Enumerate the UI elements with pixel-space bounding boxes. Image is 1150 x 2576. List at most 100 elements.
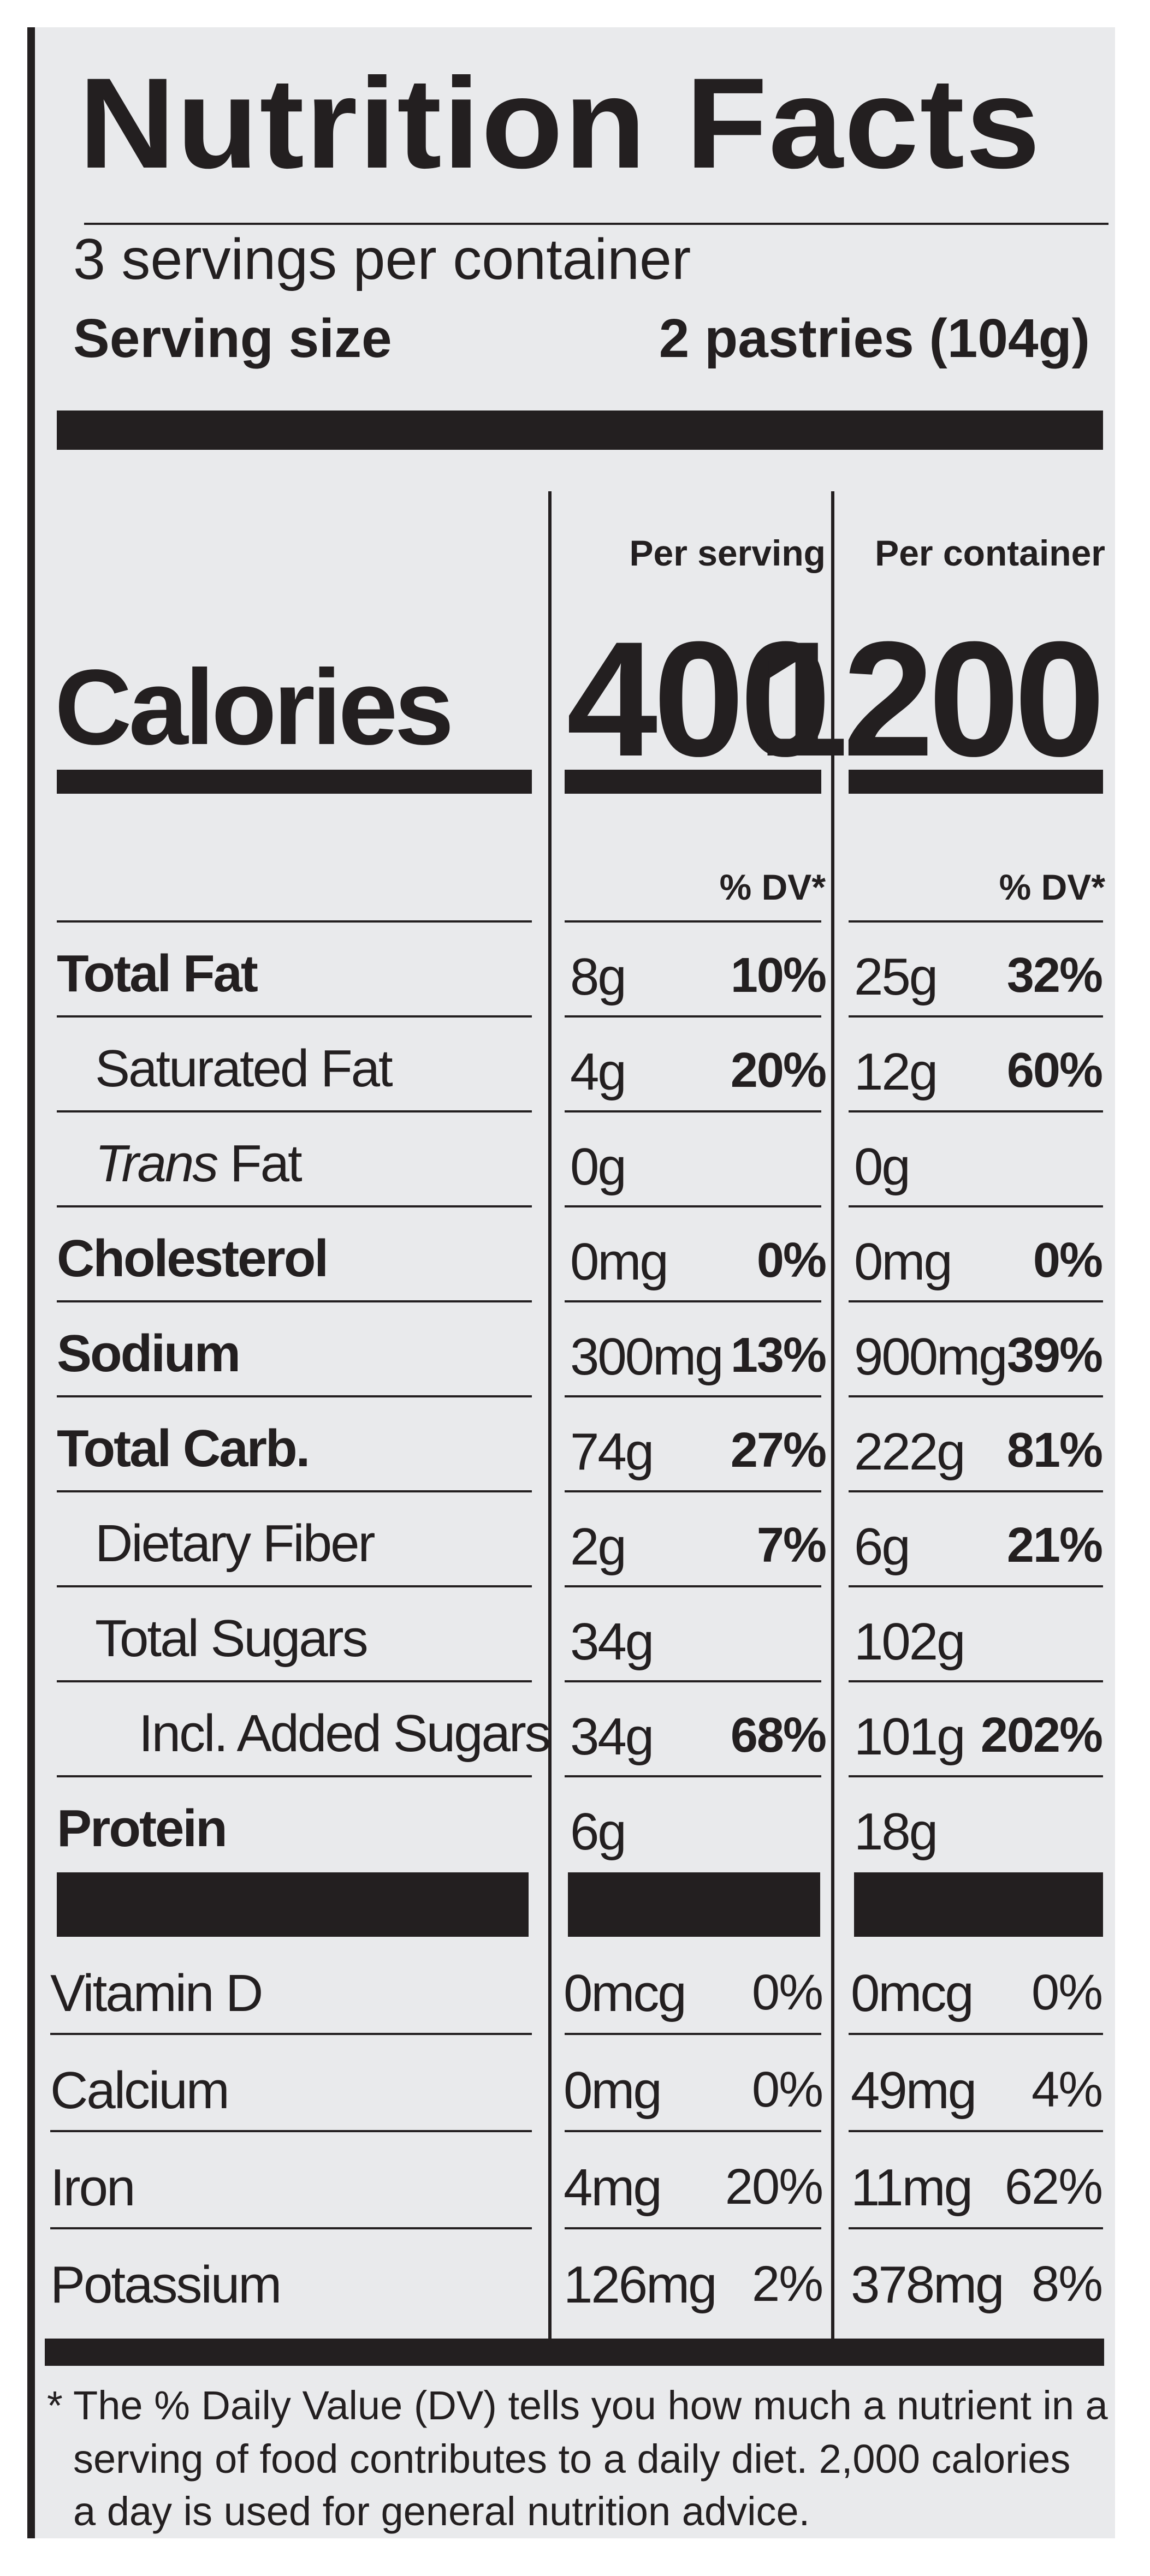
- serving-amount: 4mg: [564, 2158, 662, 2217]
- calories-label: Calories: [55, 647, 454, 767]
- serving-amount: 126mg: [564, 2256, 718, 2314]
- row-rule-serving: [565, 2130, 821, 2132]
- vitamin-divider-serving: [568, 1872, 820, 1937]
- column-divider-container: [831, 491, 834, 2340]
- row-rule-container: [849, 1015, 1103, 1018]
- serving-dv: 20%: [730, 1043, 827, 1098]
- row-rule-serving: [565, 1015, 821, 1018]
- per-serving-header: Per serving: [629, 533, 826, 573]
- serving-amount: 34g: [570, 1613, 654, 1671]
- nutrient-name-text: Total Sugars: [95, 1609, 369, 1668]
- serving-amount: 0mg: [570, 1233, 669, 1291]
- serving-amount: 4g: [570, 1043, 627, 1101]
- container-amount: 0mcg: [851, 1964, 974, 2022]
- nutrient-name: Dietary Fiber: [95, 1518, 375, 1570]
- row-rule-name: [57, 1395, 532, 1397]
- container-dv: 202%: [980, 1708, 1103, 1763]
- row-rule-serving: [565, 1490, 821, 1492]
- row-rule-serving: [565, 2033, 821, 2035]
- vitamin-name: Potassium: [50, 2256, 282, 2314]
- column-divider-serving: [548, 491, 552, 2340]
- container-dv: 32%: [1006, 948, 1103, 1003]
- dv-rule-container: [849, 920, 1103, 923]
- row-rule-container: [849, 2033, 1103, 2035]
- vitamin-divider-container: [854, 1872, 1103, 1937]
- serving-dv: 10%: [730, 948, 827, 1003]
- container-amount: 6g: [854, 1518, 911, 1576]
- nutrient-name: Trans Fat: [95, 1138, 303, 1190]
- dv-rule-name: [57, 920, 532, 923]
- container-amount: 18g: [854, 1802, 938, 1861]
- nutrient-name: Protein: [57, 1799, 228, 1858]
- serving-dv: 27%: [730, 1423, 827, 1478]
- row-rule-serving: [565, 1205, 821, 1207]
- nutrient-name-text: Sodium: [57, 1324, 241, 1383]
- serving-amount: 300mg: [570, 1328, 724, 1386]
- calories-per-container: 1200: [757, 607, 1105, 790]
- row-rule-name: [57, 1205, 532, 1207]
- row-rule-container: [849, 1395, 1103, 1397]
- row-rule-serving: [565, 1395, 821, 1397]
- per-container-header: Per container: [875, 533, 1105, 573]
- nutrient-name: Total Sugars: [95, 1613, 369, 1665]
- row-rule-serving: [565, 1775, 821, 1777]
- row-rule-name: [57, 1015, 532, 1018]
- container-amount: 49mg: [851, 2061, 977, 2120]
- nutrient-name-italic: Trans: [95, 1134, 218, 1193]
- thick-divider-top: [57, 411, 1103, 450]
- nutrient-name: Incl. Added Sugars: [139, 1708, 551, 1760]
- container-dv: 21%: [1006, 1518, 1103, 1573]
- row-rule-container: [849, 2130, 1103, 2132]
- nutrient-name-text: Protein: [57, 1799, 228, 1858]
- row-rule-container: [849, 1110, 1103, 1113]
- serving-amount: 34g: [570, 1708, 654, 1766]
- container-amount: 222g: [854, 1423, 966, 1481]
- container-amount: 0mg: [854, 1233, 953, 1291]
- serving-dv: 13%: [730, 1328, 827, 1383]
- serving-dv: 68%: [730, 1708, 827, 1763]
- row-rule-container: [849, 1490, 1103, 1492]
- footnote-line-3: a day is used for general nutrition advi…: [73, 2489, 810, 2534]
- row-rule-container: [849, 2227, 1103, 2229]
- row-rule-serving: [565, 1110, 821, 1113]
- serving-dv: 0%: [756, 1233, 827, 1288]
- container-dv: 81%: [1006, 1423, 1103, 1478]
- nutrient-name-text: Total Carb.: [57, 1419, 310, 1478]
- nutrient-name: Sodium: [57, 1328, 241, 1380]
- serving-size-label: Serving size: [73, 308, 392, 369]
- serving-amount: 74g: [570, 1423, 654, 1481]
- container-dv: 62%: [1004, 2159, 1103, 2215]
- row-rule-serving: [565, 1300, 821, 1302]
- dv-header-container: % DV*: [999, 867, 1105, 907]
- vitamin-name: Iron: [50, 2158, 135, 2217]
- serving-size-value: 2 pastries (104g): [659, 308, 1090, 369]
- row-rule-name: [57, 1680, 532, 1682]
- serving-amount: 6g: [570, 1802, 627, 1861]
- row-rule-container: [849, 1585, 1103, 1587]
- vitamin-divider-name: [57, 1872, 529, 1937]
- calories-rule-serving: [565, 770, 821, 794]
- container-dv: 60%: [1006, 1043, 1103, 1098]
- nutrient-name-text: Fat: [229, 1134, 303, 1193]
- footnote-line-2: serving of food contributes to a daily d…: [73, 2436, 1071, 2482]
- row-rule-name: [50, 2130, 532, 2132]
- title-rule: [84, 223, 1108, 225]
- row-rule-serving: [565, 1680, 821, 1682]
- row-rule-name: [57, 1300, 532, 1302]
- row-rule-container: [849, 1680, 1103, 1682]
- nutrient-name-text: Saturated Fat: [95, 1039, 393, 1098]
- serving-amount: 0mcg: [564, 1964, 687, 2022]
- calories-rule-container: [849, 770, 1103, 794]
- nutrition-facts-label: Nutrition Facts 3 servings per container…: [27, 27, 1115, 2538]
- container-dv: 8%: [1032, 2256, 1103, 2312]
- container-amount: 12g: [854, 1043, 938, 1101]
- container-dv: 4%: [1032, 2062, 1103, 2117]
- serving-dv: 7%: [756, 1518, 827, 1573]
- nutrient-name-text: Cholesterol: [57, 1229, 329, 1288]
- row-rule-name: [57, 1490, 532, 1492]
- row-rule-serving: [565, 2227, 821, 2229]
- thick-divider-bottom: [45, 2339, 1104, 2366]
- serving-amount: 2g: [570, 1518, 627, 1576]
- row-rule-container: [849, 1300, 1103, 1302]
- serving-dv: 0%: [752, 2062, 823, 2117]
